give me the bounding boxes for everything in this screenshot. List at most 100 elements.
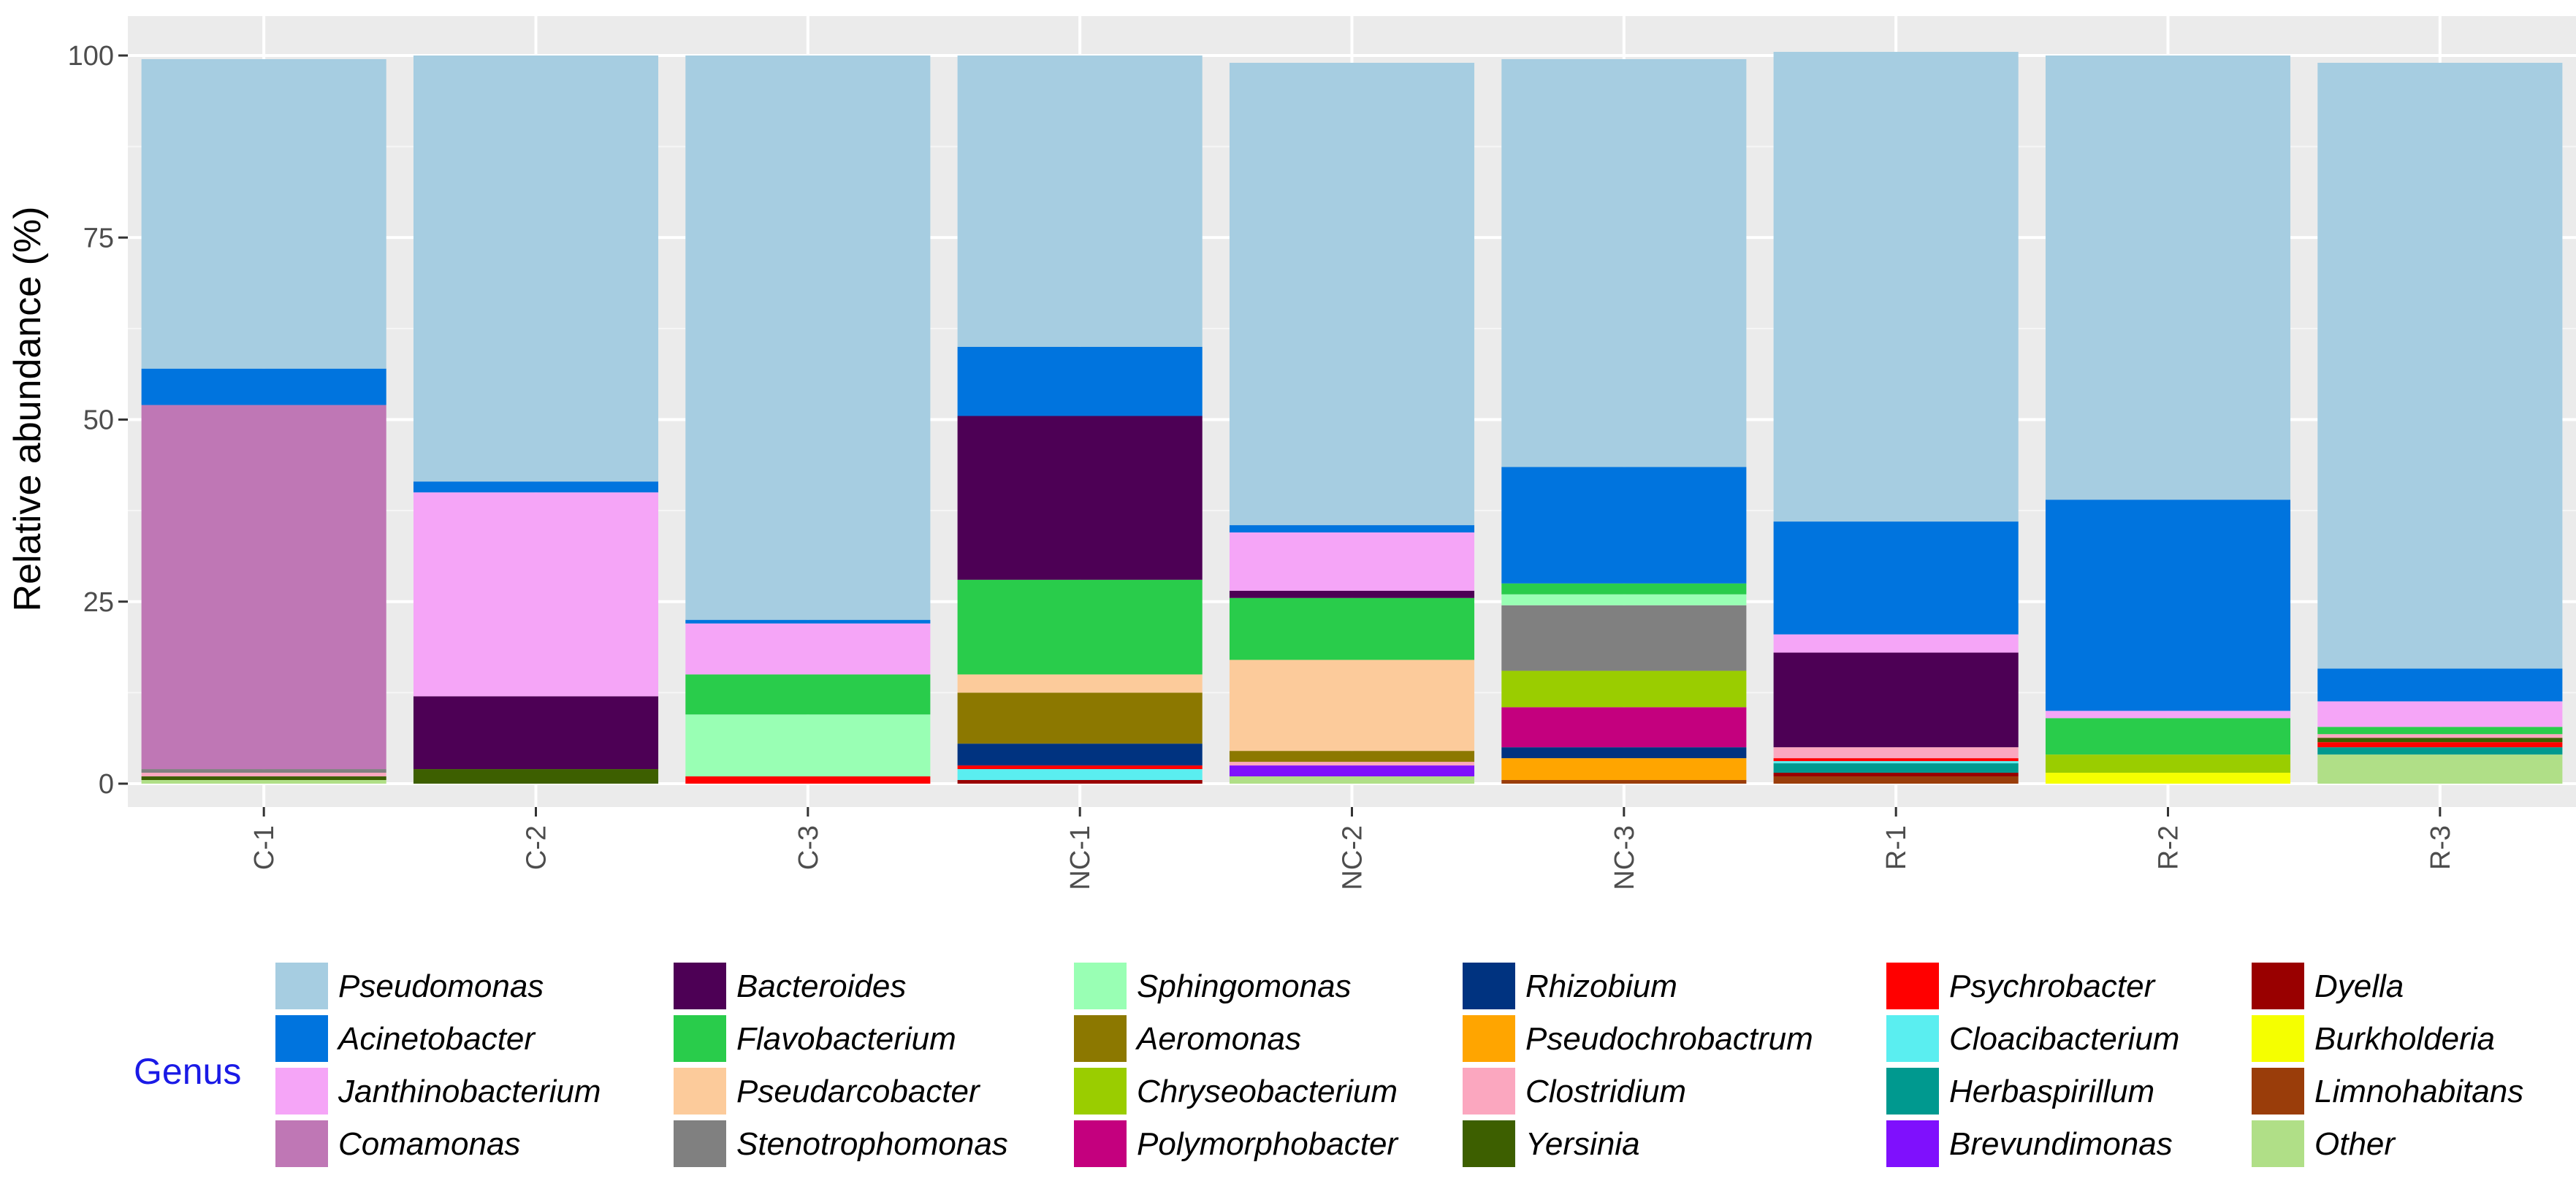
bar-stack-NC-1 (957, 56, 1203, 784)
legend-label: Clostridium (1525, 1074, 1686, 1109)
bar-segment-pseudomonas (1773, 52, 2019, 522)
legend-swatch (275, 963, 328, 1009)
legend-label: Pseudochrobactrum (1525, 1021, 1813, 1057)
bar-segment-stenotrophomonas (1501, 605, 1747, 671)
legend-item-cloacibacterium: Cloacibacterium (1886, 1015, 2179, 1062)
bar-segment-psychrobacter (1773, 758, 2019, 762)
legend-swatch (1463, 1015, 1515, 1062)
legend-item-bacteroides: Bacteroides (674, 963, 906, 1009)
legend-item-polymorphobacter: Polymorphobacter (1074, 1120, 1399, 1167)
bar-stack-R-3 (2317, 62, 2563, 784)
bar-segment-flavobacterium (1229, 597, 1475, 660)
legend-swatch (2252, 1015, 2304, 1062)
legend-swatch (1886, 1015, 1939, 1062)
legend-item-janthinobacterium: Janthinobacterium (275, 1068, 601, 1115)
bar-stack-NC-2 (1229, 62, 1475, 784)
bar-segment-bacteroides (413, 696, 659, 770)
x-tick-label: NC-2 (1338, 825, 1368, 890)
legend-label: Psychrobacter (1949, 968, 2157, 1004)
bar-segment-janthinobacterium (2045, 711, 2291, 719)
x-tick-label: NC-3 (1609, 825, 1640, 890)
legend-swatch (1886, 963, 1939, 1009)
legend-item-brevundimonas: Brevundimonas (1886, 1120, 2173, 1167)
legend-label: Burkholderia (2314, 1021, 2495, 1057)
bar-stack-C-1 (141, 58, 386, 784)
legend-item-herbaspirillum: Herbaspirillum (1886, 1068, 2154, 1115)
bar-segment-rhizobium (957, 743, 1203, 766)
legend-item-dyella: Dyella (2252, 963, 2404, 1009)
bar-segment-other (2317, 754, 2563, 784)
x-tick-label: NC-1 (1065, 825, 1096, 890)
bar-segment-pseudomonas (957, 56, 1203, 347)
legend-item-pseudochrobactrum: Pseudochrobactrum (1463, 1015, 1813, 1062)
bar-segment-pseudomonas (685, 56, 931, 620)
bar-segment-psychrobacter (2317, 742, 2563, 748)
bar-segment-pseudomonas (1229, 62, 1475, 526)
legend-label: Chryseobacterium (1137, 1074, 1398, 1109)
legend-label: Flavobacterium (736, 1021, 956, 1057)
legend-label: Yersinia (1525, 1126, 1640, 1162)
bar-segment-polymorphobacter (1501, 707, 1747, 748)
bar-segment-comamonas (141, 405, 386, 770)
bar-segment-acinetobacter (413, 481, 659, 493)
legend-item-pseudomonas: Pseudomonas (275, 963, 544, 1009)
x-tick-label: C-3 (793, 825, 824, 870)
bar-segment-rhizobium (1501, 747, 1747, 759)
legend-swatch (275, 1120, 328, 1167)
legend-item-psychrobacter: Psychrobacter (1886, 963, 2157, 1009)
bar-segment-limnohabitans (1773, 776, 2019, 784)
legend-swatch (275, 1015, 328, 1062)
bar-segment-pseudomonas (1501, 58, 1747, 467)
legend-label: Aeromonas (1135, 1021, 1301, 1057)
bar-segment-acinetobacter (685, 619, 931, 624)
bar-segment-psychrobacter (957, 765, 1203, 770)
legend-label: Limnohabitans (2314, 1074, 2523, 1109)
bar-segment-aeromonas (957, 692, 1203, 744)
y-axis-title: Relative abundance (%) (7, 207, 49, 612)
legend-item-aeromonas: Aeromonas (1074, 1015, 1301, 1062)
x-tick-label: R-2 (2154, 825, 2184, 870)
bar-segment-sphingomonas (1501, 594, 1747, 605)
x-axis: C-1 C-2 C-3 NC-1 NC-2 NC-3 R-1 R-2 R-3 (249, 807, 2456, 890)
legend: Genus Pseudomonas Acinetobacter Janthinoba… (134, 963, 2523, 1167)
bar-segment-pseudomonas (2045, 56, 2291, 500)
legend-item-limnohabitans: Limnohabitans (2252, 1068, 2523, 1115)
x-tick-label: R-3 (2426, 825, 2456, 870)
y-tick-label: 25 (83, 587, 114, 618)
legend-item-comamonas: Comamonas (275, 1120, 520, 1167)
bar-stack-R-2 (2045, 56, 2291, 784)
bar-segment-flavobacterium (2317, 727, 2563, 735)
legend-swatch (2252, 1068, 2304, 1115)
bar-segment-yersinia (413, 769, 659, 784)
bar-stack-C-2 (413, 56, 659, 784)
legend-item-pseudarcobacter: Pseudarcobacter (674, 1068, 981, 1115)
bar-segment-bacteroides (1773, 652, 2019, 748)
legend-label: Acinetobacter (336, 1021, 536, 1057)
legend-swatch (674, 1015, 726, 1062)
legend-label: Rhizobium (1525, 968, 1677, 1004)
legend-item-stenotrophomonas: Stenotrophomonas (674, 1120, 1008, 1167)
bar-segment-acinetobacter (1773, 521, 2019, 635)
bar-segment-acinetobacter (2317, 668, 2563, 702)
legend-label: Comamonas (338, 1126, 520, 1162)
bar-segment-yersinia (2317, 738, 2563, 743)
bar-segment-dyella (957, 780, 1203, 784)
legend-label: Brevundimonas (1949, 1126, 2173, 1162)
bar-segment-sphingomonas (685, 714, 931, 777)
legend-label: Pseudomonas (338, 968, 544, 1004)
bar-segment-brevundimonas (1229, 765, 1475, 777)
legend-label: Polymorphobacter (1137, 1126, 1399, 1162)
bar-segment-cloacibacterium (957, 769, 1203, 781)
legend-item-sphingomonas: Sphingomonas (1074, 963, 1352, 1009)
legend-swatch (1074, 1120, 1127, 1167)
bar-segment-acinetobacter (957, 346, 1203, 416)
legend-label: Bacteroides (736, 968, 906, 1004)
x-tick-label: C-2 (522, 825, 552, 870)
legend-swatch (674, 1068, 726, 1115)
legend-swatch (1074, 963, 1127, 1009)
bar-segment-chryseobacterium (2045, 754, 2291, 773)
legend-label: Dyella (2314, 968, 2404, 1004)
y-tick-label: 50 (83, 405, 114, 436)
bar-segment-janthinobacterium (1773, 634, 2019, 653)
